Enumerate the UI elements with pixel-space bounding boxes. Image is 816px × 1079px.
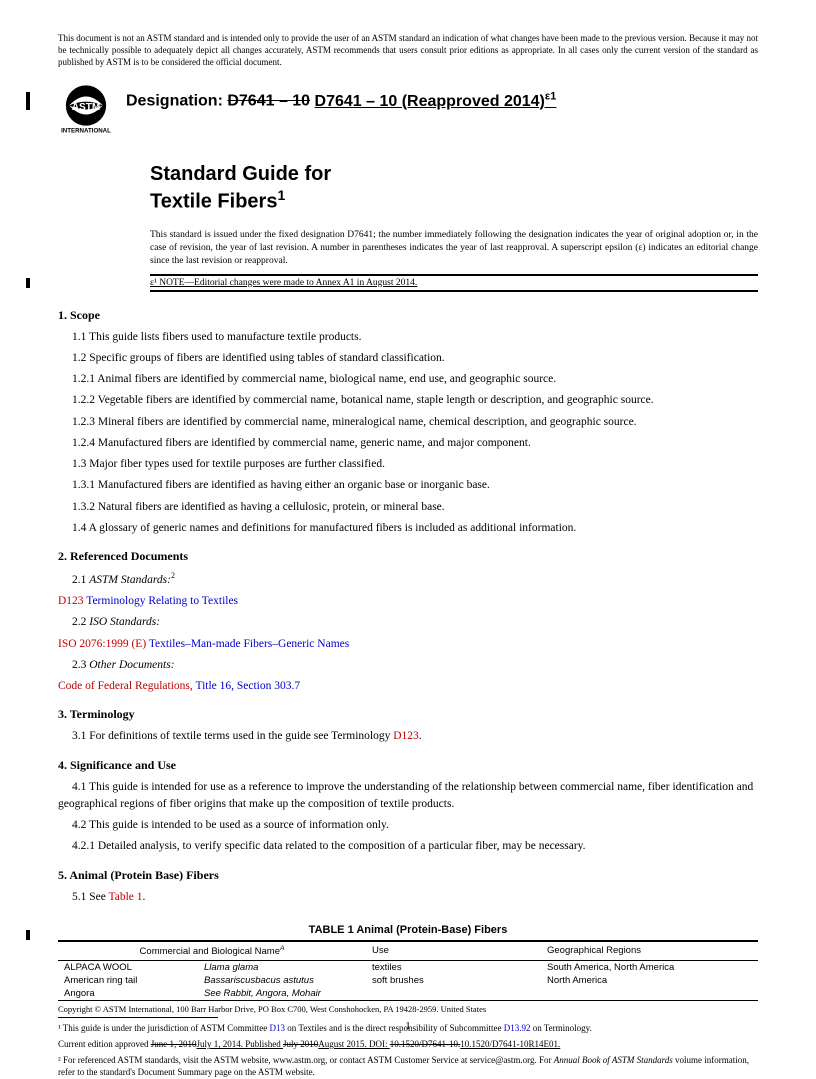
section-3-head: 3. Terminology: [58, 707, 758, 722]
para-2-3: 2.3 Other Documents:: [58, 657, 758, 674]
para-4-2: 4.2 This guide is intended to be used as…: [58, 817, 758, 834]
disclaimer-text: This document is not an ASTM standard an…: [58, 32, 758, 68]
header-row: ASTM INTERNATIONAL Designation: D7641 – …: [58, 82, 758, 138]
copyright-line: Copyright © ASTM International, 100 Barr…: [58, 1004, 486, 1014]
designation-label: Designation:: [126, 93, 223, 110]
para-1-3: 1.3 Major fiber types used for textile p…: [58, 456, 758, 473]
table-row: American ring tailBassariscusbacus astut…: [58, 974, 758, 987]
title-line1: Standard Guide for: [150, 162, 758, 187]
para-2-1: 2.1 ASTM Standards:2: [58, 570, 758, 589]
link-d13[interactable]: D13: [270, 1023, 286, 1033]
change-bar: [26, 92, 30, 110]
page-number: 1: [405, 1020, 411, 1032]
para-3-1: 3.1 For definitions of textile terms use…: [58, 728, 758, 745]
ref-cfr[interactable]: Code of Federal Regulations, Title 16, S…: [58, 678, 758, 695]
para-1-2-3: 1.2.3 Mineral fibers are identified by c…: [58, 414, 758, 431]
para-1-1: 1.1 This guide lists fibers used to manu…: [58, 329, 758, 346]
section-2-head: 2. Referenced Documents: [58, 549, 758, 564]
ref-d123[interactable]: D123 Terminology Relating to Textiles: [58, 593, 758, 610]
para-1-4: 1.4 A glossary of generic names and defi…: [58, 520, 758, 537]
para-4-2-1: 4.2.1 Detailed analysis, to verify speci…: [58, 838, 758, 855]
title-line2: Textile Fibers1: [150, 187, 758, 215]
para-1-2-4: 1.2.4 Manufactured fibers are identified…: [58, 435, 758, 452]
table-1-title: TABLE 1 Animal (Protein-Base) Fibers: [58, 924, 758, 936]
svg-text:INTERNATIONAL: INTERNATIONAL: [61, 128, 111, 135]
table-row: AngoraSee Rabbit, Angora, Mohair: [58, 987, 758, 1001]
designation-old: D7641 – 10: [227, 93, 310, 110]
para-4-1: 4.1 This guide is intended for use as a …: [58, 779, 758, 814]
change-bar: [26, 278, 30, 288]
para-1-3-2: 1.3.2 Natural fibers are identified as h…: [58, 499, 758, 516]
para-1-2-2: 1.2.2 Vegetable fibers are identified by…: [58, 392, 758, 409]
para-5-1: 5.1 See Table 1.: [58, 889, 758, 906]
table-row: ALPACA WOOLLlama glamatextilesSouth Amer…: [58, 961, 758, 975]
designation-new: D7641 – 10 (Reapproved 2014)ε1: [315, 93, 557, 110]
table-1: Commercial and Biological NameA Use Geog…: [58, 940, 758, 1001]
link-table1[interactable]: Table 1: [109, 891, 143, 903]
section-1-head: 1. Scope: [58, 308, 758, 323]
para-1-2: 1.2 Specific groups of fibers are identi…: [58, 350, 758, 367]
para-2-2: 2.2 ISO Standards:: [58, 614, 758, 631]
footnote-rule: [58, 1017, 218, 1018]
svg-text:ASTM: ASTM: [72, 102, 101, 113]
footnote-edition: Current edition approved June 1, 2010Jul…: [58, 1038, 758, 1050]
section-4-head: 4. Significance and Use: [58, 758, 758, 773]
footnote-2: ² For referenced ASTM standards, visit t…: [58, 1054, 758, 1078]
link-d1392[interactable]: D13.92: [504, 1023, 531, 1033]
ref-iso[interactable]: ISO 2076:1999 (E) Textiles–Man-made Fibe…: [58, 636, 758, 653]
epsilon-note: ε¹ NOTE—Editorial changes were made to A…: [150, 274, 758, 292]
issuance-note: This standard is issued under the fixed …: [150, 229, 758, 267]
astm-logo: ASTM INTERNATIONAL: [58, 82, 114, 138]
section-5-head: 5. Animal (Protein Base) Fibers: [58, 868, 758, 883]
change-bar: [26, 930, 30, 940]
para-1-3-1: 1.3.1 Manufactured fibers are identified…: [58, 477, 758, 494]
para-1-2-1: 1.2.1 Animal fibers are identified by co…: [58, 371, 758, 388]
designation-line: Designation: D7641 – 10 D7641 – 10 (Reap…: [126, 90, 556, 110]
title-block: Standard Guide for Textile Fibers1: [150, 162, 758, 215]
link-d123[interactable]: D123: [393, 730, 419, 742]
